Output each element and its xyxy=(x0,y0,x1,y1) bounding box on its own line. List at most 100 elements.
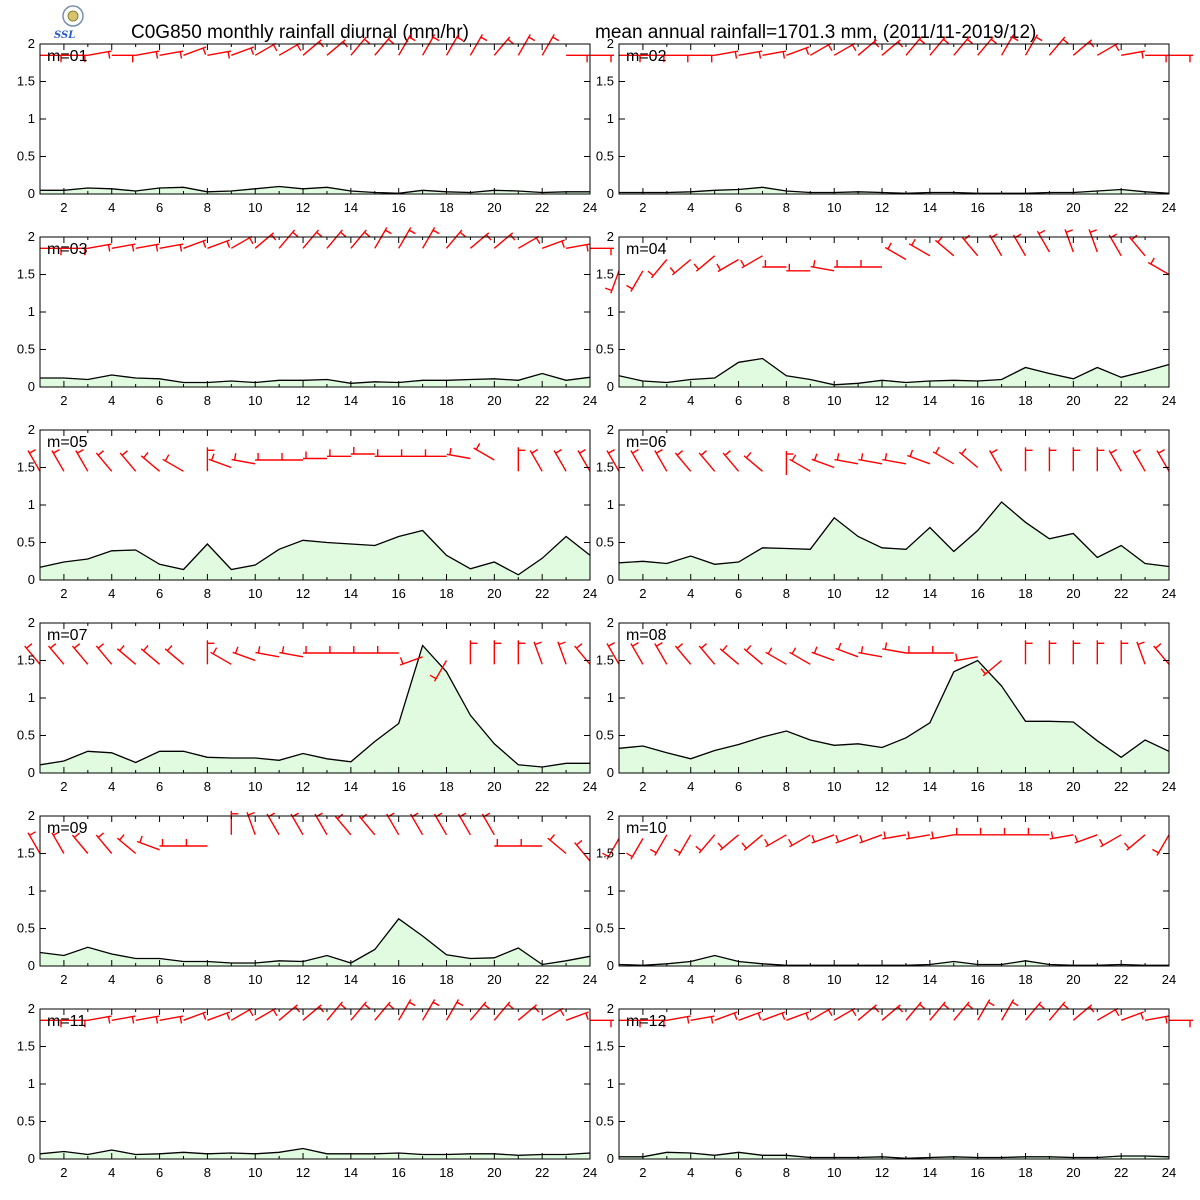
y-tick-label: 2 xyxy=(607,229,614,244)
plot-frame xyxy=(39,622,591,774)
chart-subtitle: mean annual rainfall=1701.3 mm, (2011/11… xyxy=(595,22,1036,43)
wind-barb-feather xyxy=(966,1003,974,1010)
wind-barb xyxy=(469,1001,490,1021)
y-tick-label: 0 xyxy=(28,572,35,587)
wind-barb xyxy=(1121,50,1145,59)
wind-barb xyxy=(183,239,207,249)
x-tick-label: 18 xyxy=(439,200,453,215)
wind-barb-shaft xyxy=(606,838,620,860)
panel-2: 00.511.522 4 6 8 10 12 14 16 18 20 22 24m=02 xyxy=(596,34,1193,215)
wind-barb-shaft xyxy=(183,1011,207,1021)
x-tick-label: 10 xyxy=(248,200,262,215)
wind-barb-feather xyxy=(673,848,681,854)
wind-barb-shaft xyxy=(140,455,161,472)
y-tick-label: 0.5 xyxy=(17,149,35,164)
wind-barb xyxy=(207,239,231,249)
wind-barb xyxy=(27,831,41,854)
y-tick-label: 0.5 xyxy=(596,921,614,936)
wind-barb xyxy=(882,642,907,654)
wind-barb xyxy=(303,451,327,460)
wind-barb-shaft xyxy=(433,660,448,682)
wind-barb xyxy=(1024,34,1043,56)
wind-barb-feather xyxy=(931,831,934,839)
wind-barb xyxy=(1000,999,1019,1021)
wind-barb xyxy=(116,834,137,855)
x-tick-label: 12 xyxy=(875,393,889,408)
wind-barb-shaft xyxy=(1000,999,1015,1021)
wind-barb-feather xyxy=(97,832,105,838)
x-tick-label: 4 xyxy=(687,393,694,408)
wind-barb-shaft xyxy=(1108,450,1122,472)
wind-barb-feather xyxy=(483,1003,490,1010)
wind-barb xyxy=(905,1001,926,1021)
wind-barb xyxy=(630,448,644,472)
wind-barb-shaft xyxy=(493,232,514,249)
wind-barb-shaft xyxy=(326,1001,343,1021)
wind-barb-feather xyxy=(97,643,105,649)
x-tick-label: 20 xyxy=(487,972,501,987)
wind-barb-feather xyxy=(576,839,583,846)
wind-barb xyxy=(517,447,526,472)
wind-barb xyxy=(833,1007,857,1021)
wind-barb xyxy=(953,36,974,56)
wind-barb-shaft xyxy=(714,50,739,56)
wind-barb-feather xyxy=(827,44,833,52)
wind-barb xyxy=(565,243,590,252)
wind-barb xyxy=(63,1019,88,1028)
wind-barb-feather xyxy=(813,646,818,654)
wind-barb xyxy=(326,229,347,249)
x-tick-label: 18 xyxy=(439,972,453,987)
wind-barb-feather xyxy=(384,229,392,235)
x-tick-label: 24 xyxy=(1162,586,1176,601)
wind-barb xyxy=(95,450,113,472)
wind-barb-feather xyxy=(121,450,128,456)
wind-barb-shaft xyxy=(809,42,832,56)
wind-barb-feather xyxy=(604,287,613,292)
x-tick-label: 24 xyxy=(1162,200,1176,215)
wind-barb xyxy=(1152,834,1170,856)
x-tick-label: 16 xyxy=(970,200,984,215)
x-tick-label: 18 xyxy=(1018,393,1032,408)
wind-barb-feather xyxy=(202,240,207,248)
wind-barb-feather xyxy=(555,448,562,454)
wind-barb-shaft xyxy=(47,645,65,665)
wind-barb xyxy=(135,1015,160,1024)
wind-barb-feather xyxy=(934,446,940,454)
wind-barb xyxy=(469,34,488,56)
x-tick-label: 18 xyxy=(439,779,453,794)
wind-barb-feather xyxy=(142,644,149,652)
x-tick-label: 16 xyxy=(970,393,984,408)
wind-barb xyxy=(254,1007,278,1021)
wind-barb xyxy=(1132,448,1146,472)
wind-barb xyxy=(834,260,859,268)
wind-barb-shaft xyxy=(111,243,136,249)
y-tick-label: 0 xyxy=(607,1151,614,1166)
wind-barb xyxy=(398,34,416,56)
wind-barb-shaft xyxy=(208,458,232,469)
wind-barb-shaft xyxy=(811,458,835,469)
wind-barb-shaft xyxy=(279,651,304,658)
wind-barb xyxy=(1048,1001,1069,1021)
x-tick-label: 14 xyxy=(344,972,358,987)
wind-barb-feather xyxy=(693,263,700,270)
wind-barb-shaft xyxy=(421,227,436,249)
wind-barb-shaft xyxy=(906,834,931,840)
y-tick-label: 0.5 xyxy=(596,1114,614,1129)
panel-6: 00.511.522 4 6 8 10 12 14 16 18 20 22 24m=06 xyxy=(596,422,1176,601)
x-tick-label: 14 xyxy=(344,779,358,794)
wind-barb-feather xyxy=(767,647,773,655)
wind-barb xyxy=(934,236,955,257)
wind-barb xyxy=(786,46,810,56)
wind-barb-feather xyxy=(781,1012,786,1020)
wind-barb-feather xyxy=(29,831,36,836)
wind-barb-shaft xyxy=(1048,36,1066,56)
wind-barb xyxy=(159,839,184,847)
rainfall-line xyxy=(39,917,591,966)
wind-barb xyxy=(421,34,440,56)
y-tick-label: 0.5 xyxy=(17,921,35,936)
wind-barb xyxy=(762,50,787,59)
wind-barb-shaft xyxy=(481,813,495,836)
wind-barb xyxy=(1096,42,1120,56)
wind-barb xyxy=(429,660,448,682)
wind-barb-shaft xyxy=(350,1001,367,1021)
